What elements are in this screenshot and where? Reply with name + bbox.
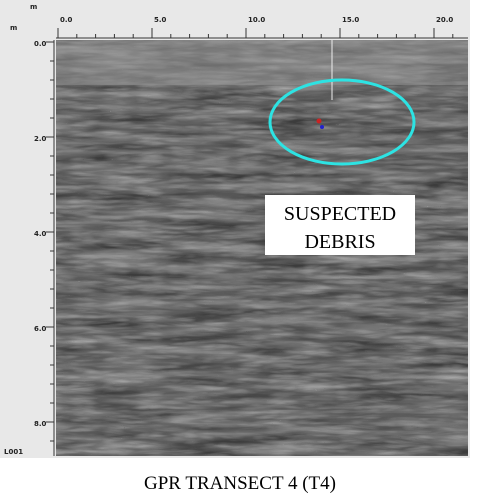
- left-axis-unit: m: [10, 24, 17, 32]
- annotation-line: DEBRIS: [304, 231, 375, 253]
- top-tick-label: 5.0: [154, 16, 167, 24]
- annotation-line: SUSPECTED: [284, 203, 396, 225]
- left-tick-label: 0.0: [34, 40, 47, 48]
- left-tick-label: 2.0: [34, 135, 47, 143]
- left-tick-label: 4.0: [34, 230, 47, 238]
- line-id: L001: [4, 448, 23, 456]
- caption: GPR TRANSECT 4 (T4): [144, 473, 336, 494]
- left-tick-label: 6.0: [34, 325, 47, 333]
- top-tick-label: 0.0: [60, 16, 73, 24]
- top-tick-label: 15.0: [342, 16, 359, 24]
- top-tick-label: 20.0: [436, 16, 453, 24]
- top-tick-label: 10.0: [248, 16, 265, 24]
- figure: SUSPECTED DEBRIS m m L001 GPR TRANSECT 4…: [0, 0, 481, 504]
- left-tick-label: 8.0: [34, 420, 47, 428]
- top-axis-unit: m: [30, 3, 37, 11]
